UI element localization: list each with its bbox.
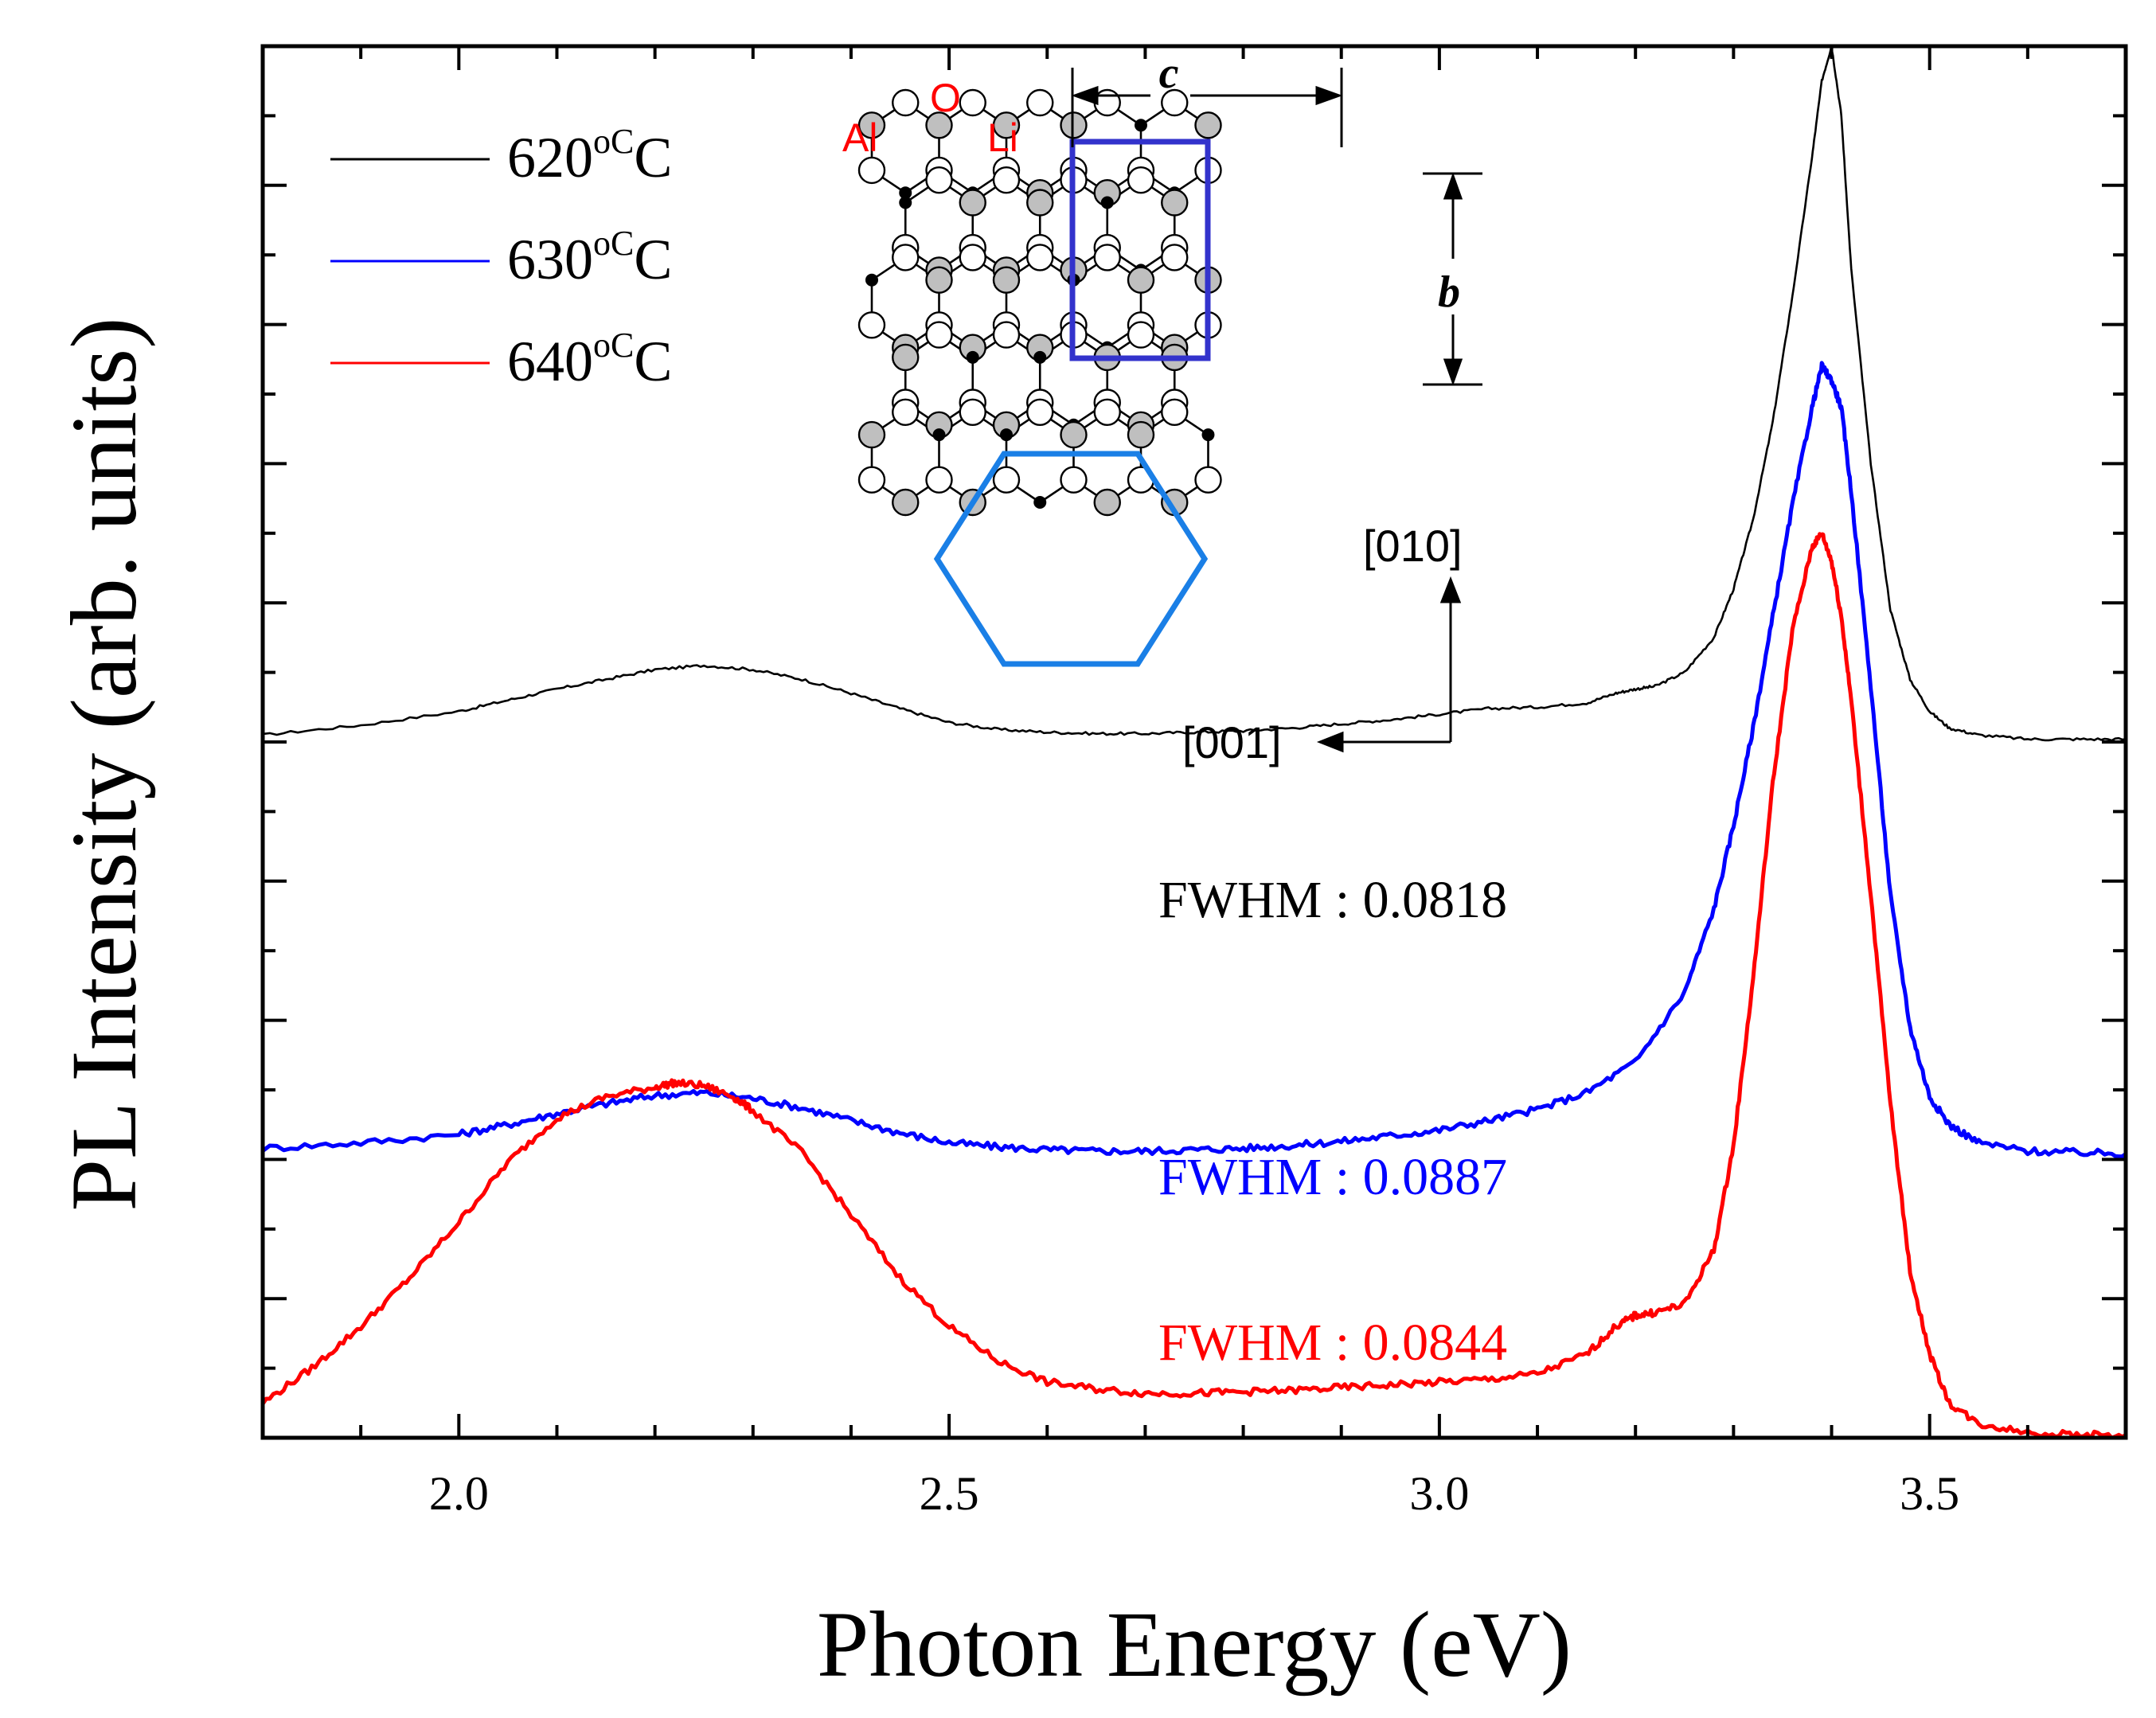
li-atom (865, 273, 878, 287)
li-atom (1135, 119, 1147, 132)
li-atom (1201, 428, 1215, 442)
inset-dimension-arrows (1071, 68, 1482, 753)
li-atom (899, 196, 912, 209)
al-atom (1127, 420, 1155, 449)
al-atom (1026, 189, 1054, 217)
al-atom (857, 111, 886, 139)
legend-label-620: 620oCC (507, 122, 672, 189)
o-atom (992, 466, 1021, 494)
b-arrow-bottom-head (1443, 358, 1463, 386)
o-atom (892, 244, 920, 271)
al-atom (959, 189, 986, 217)
dir-001-arrow-head (1316, 731, 1344, 753)
axes-group: 2.0 2.5 3.0 3.5 (261, 45, 2127, 1520)
al-atom (1161, 189, 1189, 217)
o-atom (925, 321, 953, 349)
al-atom (1060, 420, 1088, 449)
b-arrow-top-head (1443, 172, 1463, 200)
c-arrow-left-head (1071, 85, 1099, 106)
fwhm-annotation-630: FWHM : 0.0887 (1158, 1148, 1507, 1206)
o-atom (857, 466, 886, 494)
crystal-lattice-inset (857, 88, 1222, 667)
o-atom (1026, 398, 1054, 427)
al-atom (1194, 111, 1222, 139)
inset-label-c: c (1159, 49, 1179, 98)
unit-cell-box (1069, 139, 1211, 361)
o-atom (1093, 88, 1121, 117)
x-tick-label: 2.0 (429, 1467, 489, 1520)
x-axis-title: Photon Energy (eV) (817, 1592, 1572, 1697)
o-atom (1127, 166, 1155, 194)
li-atom (1000, 428, 1013, 442)
legend: 620oCC 630oCC 640oCC (330, 122, 672, 393)
o-atom (959, 88, 986, 117)
al-atom (1127, 266, 1155, 294)
o-atom (1093, 244, 1121, 271)
o-atom (992, 166, 1021, 194)
o-atom (857, 311, 886, 339)
al-atom (992, 266, 1021, 294)
fwhm-annotation-640: FWHM : 0.0844 (1158, 1314, 1507, 1372)
highlight-hexagon (933, 451, 1209, 667)
li-atom (1100, 196, 1114, 209)
o-atom (1194, 466, 1222, 494)
x-tick-label: 3.5 (1900, 1467, 1959, 1520)
li-atom (1033, 350, 1047, 364)
o-atom (1161, 398, 1189, 427)
o-atom (1161, 244, 1189, 271)
li-atom (932, 428, 946, 442)
o-atom (1026, 88, 1054, 117)
o-atom (1060, 466, 1088, 494)
o-atom (959, 244, 986, 271)
legend-label-630: 630oCC (507, 224, 672, 291)
fwhm-annotation-620: FWHM : 0.0818 (1158, 871, 1507, 929)
x-tick-label: 3.0 (1409, 1467, 1469, 1520)
li-atom (1033, 495, 1047, 509)
plot-frame (260, 44, 2128, 1440)
x-tick-label: 2.5 (920, 1467, 979, 1520)
o-atom (1161, 88, 1189, 117)
c-arrow-right-head (1315, 85, 1343, 106)
o-atom (925, 466, 953, 494)
o-atom (1026, 244, 1054, 271)
o-atom (1093, 398, 1121, 427)
inset-label-al: Al (842, 115, 877, 160)
y-axis-title: PL Intensity (arb. units) (52, 317, 156, 1211)
o-atom (857, 156, 886, 185)
inset-label-001: [001] (1182, 717, 1282, 767)
series-line-640 (263, 532, 2126, 1438)
dir-010-arrow-head (1439, 576, 1462, 603)
spectra-series-group (263, 46, 2126, 1438)
series-line-620 (263, 46, 2126, 742)
inset-label-010: [010] (1363, 521, 1463, 571)
o-atom (925, 166, 953, 194)
o-atom (992, 321, 1021, 349)
o-atom (959, 398, 986, 427)
legend-label-640: 640oCC (507, 326, 672, 393)
al-atom (892, 488, 920, 517)
al-atom (892, 343, 920, 372)
o-atom (892, 398, 920, 427)
o-atom (892, 88, 920, 117)
inset-label-o: O (930, 76, 961, 120)
li-atom (966, 350, 979, 364)
al-atom (857, 420, 886, 449)
o-atom (1127, 321, 1155, 349)
al-atom (925, 111, 953, 139)
al-atom (992, 111, 1021, 139)
al-atom (1093, 488, 1121, 517)
inset-label-b: b (1438, 267, 1460, 317)
inset-label-li: Li (987, 115, 1018, 160)
al-atom (925, 266, 953, 294)
